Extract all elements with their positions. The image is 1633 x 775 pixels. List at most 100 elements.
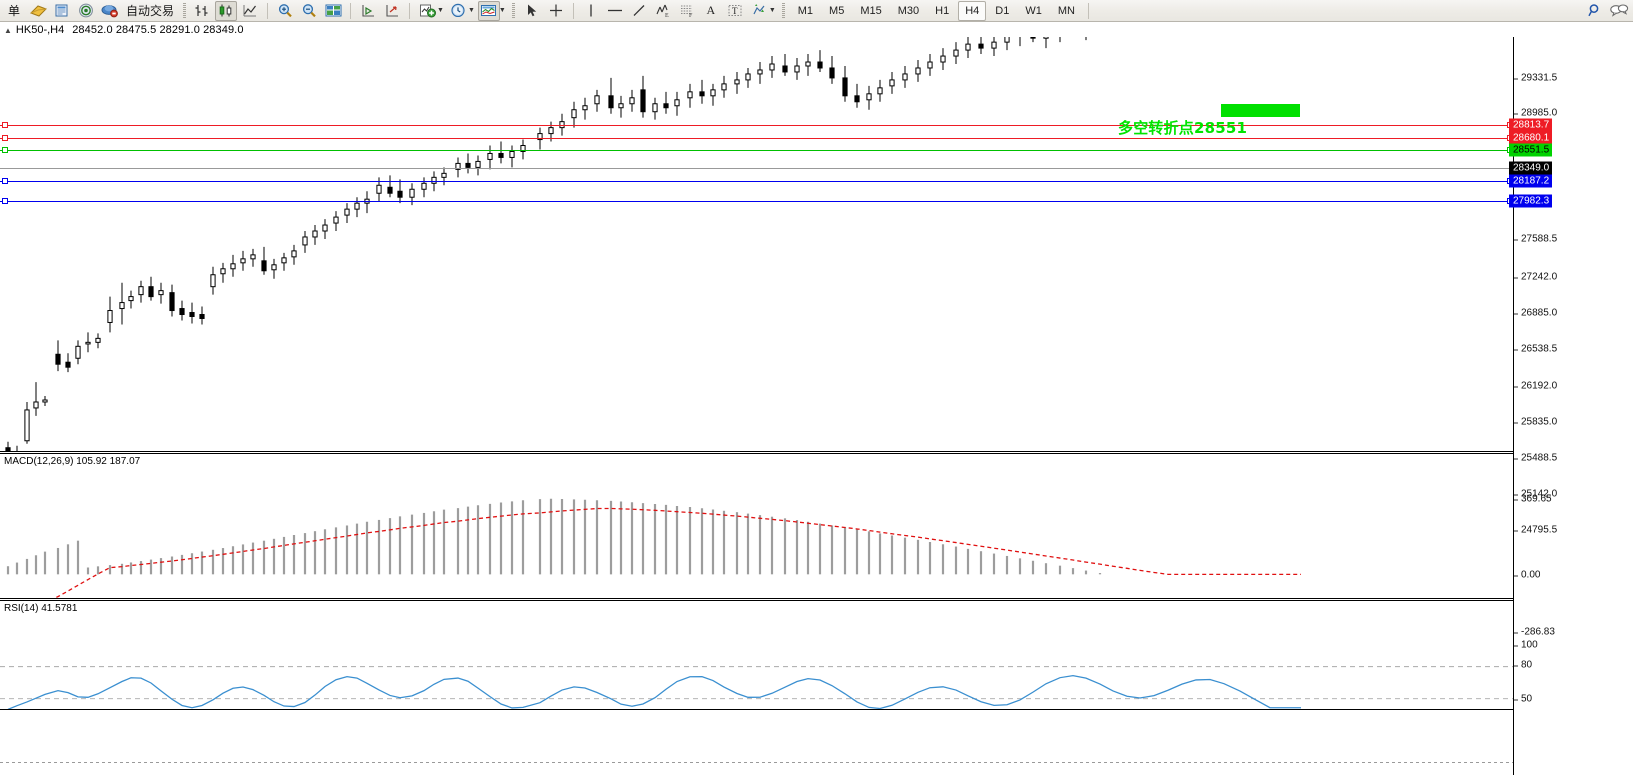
price-tick-14: 24795.5 bbox=[1514, 525, 1557, 536]
chat-icon[interactable] bbox=[1608, 1, 1630, 21]
candle bbox=[1059, 37, 1061, 43]
candle bbox=[302, 231, 308, 253]
candle bbox=[95, 333, 101, 349]
line-chart-icon[interactable] bbox=[239, 1, 261, 21]
fibonacci-icon[interactable]: F bbox=[676, 1, 698, 21]
macd-pane[interactable]: MACD(12,26,9) 105.92 187.07 bbox=[0, 453, 1513, 599]
period-dropdown-caret[interactable]: ▼ bbox=[467, 7, 475, 14]
candle bbox=[75, 340, 81, 365]
navigator-icon[interactable] bbox=[51, 1, 73, 21]
horizontal-line-icon[interactable] bbox=[604, 1, 626, 21]
rsi-pane[interactable]: RSI(14) 41.5781 bbox=[0, 600, 1513, 710]
candle bbox=[333, 211, 339, 232]
trendline-icon[interactable] bbox=[628, 1, 650, 21]
vertical-line-icon[interactable] bbox=[580, 1, 602, 21]
level-line-last-price[interactable] bbox=[0, 168, 1513, 169]
price-tick-11: 25835.0 bbox=[1514, 417, 1557, 428]
timeframe-h1[interactable]: H1 bbox=[935, 4, 950, 17]
bar-chart-icon[interactable] bbox=[191, 1, 213, 21]
crosshair-icon[interactable] bbox=[545, 1, 567, 21]
candle bbox=[312, 225, 318, 245]
level-handle-left-support-1[interactable] bbox=[2, 178, 8, 184]
collapse-triangle-icon[interactable]: ▲ bbox=[4, 25, 12, 35]
autotrading-icon[interactable] bbox=[99, 1, 121, 21]
timeframe-h4[interactable]: H4 bbox=[958, 0, 987, 21]
templates-dropdown-caret[interactable]: ▼ bbox=[498, 7, 506, 14]
cursor-arrow-icon[interactable] bbox=[521, 1, 543, 21]
text-icon[interactable]: A bbox=[706, 3, 716, 17]
candle bbox=[805, 54, 811, 76]
level-handle-left-pivot-level[interactable] bbox=[2, 147, 8, 153]
templates-icon[interactable] bbox=[477, 0, 500, 21]
candle bbox=[687, 83, 693, 108]
candlestick-canvas bbox=[5, 37, 1087, 451]
signals-icon[interactable] bbox=[75, 1, 97, 21]
level-line-resistance-2[interactable] bbox=[0, 138, 1513, 139]
symbol-ohlc-bar: ▲ HK50-,H4 28452.0 28475.5 28291.0 28349… bbox=[0, 23, 1490, 37]
timeframe-m1[interactable]: M1 bbox=[797, 4, 814, 17]
candle bbox=[397, 179, 403, 204]
toolbar-grip-3[interactable] bbox=[781, 2, 787, 20]
timeframe-m30[interactable]: M30 bbox=[897, 4, 920, 17]
timeframe-m5[interactable]: M5 bbox=[829, 4, 845, 17]
level-line-resistance-1[interactable] bbox=[0, 125, 1513, 126]
price-tick-0: 29331.5 bbox=[1514, 73, 1557, 84]
timeframe-mn[interactable]: MN bbox=[1057, 4, 1075, 17]
candle bbox=[33, 382, 39, 416]
level-handle-left-resistance-2[interactable] bbox=[2, 135, 8, 141]
price-scale[interactable]: 29331.5 28985.0 27588.5 27242.0 26885.0 26538… bbox=[1509, 37, 1633, 775]
toolbar-grip-2[interactable] bbox=[511, 2, 517, 20]
candle bbox=[509, 145, 515, 168]
add-indicator-icon[interactable] bbox=[416, 1, 438, 21]
candle bbox=[652, 97, 658, 120]
auto-scroll-icon[interactable] bbox=[357, 1, 379, 21]
candle bbox=[158, 282, 164, 304]
candle bbox=[250, 248, 256, 267]
chart-shift-icon[interactable] bbox=[381, 1, 403, 21]
shapes-dropdown-caret[interactable]: ▼ bbox=[768, 7, 776, 14]
toolbar-divider-2 bbox=[350, 2, 352, 19]
time-axis-corner bbox=[1513, 710, 1633, 775]
candle bbox=[322, 219, 328, 239]
macd-signal-line bbox=[53, 507, 1301, 598]
timeframe-w1[interactable]: W1 bbox=[1025, 4, 1042, 17]
toolbar-grip[interactable] bbox=[181, 2, 187, 20]
candle bbox=[128, 290, 134, 309]
level-handle-left-support-2[interactable] bbox=[2, 198, 8, 204]
data-window-icon[interactable] bbox=[27, 1, 49, 21]
data-window-grid-icon[interactable] bbox=[322, 1, 344, 21]
candle bbox=[230, 254, 236, 277]
shapes-icon[interactable] bbox=[748, 1, 770, 21]
candle bbox=[618, 95, 624, 118]
price-pane[interactable]: 多空转折点28551 bbox=[0, 37, 1513, 452]
toolbar-divider bbox=[267, 2, 269, 19]
level-line-pivot-level[interactable] bbox=[0, 150, 1513, 151]
time-axis-dashed-line bbox=[0, 762, 1513, 763]
indicator-dropdown-caret[interactable]: ▼ bbox=[437, 7, 444, 14]
search-icon[interactable] bbox=[1584, 1, 1606, 21]
level-line-support-1[interactable] bbox=[0, 181, 1513, 182]
candle bbox=[107, 296, 113, 333]
zoom-out-icon[interactable] bbox=[298, 1, 320, 21]
elliott-wave-icon[interactable]: E bbox=[652, 1, 674, 21]
level-line-support-2[interactable] bbox=[0, 201, 1513, 202]
candle bbox=[1043, 37, 1049, 49]
new-order-icon[interactable]: 单 bbox=[3, 1, 25, 21]
candle bbox=[138, 280, 144, 303]
candlestick-chart-icon[interactable] bbox=[215, 0, 238, 21]
toolbar-divider-5 bbox=[1087, 2, 1089, 19]
candle bbox=[559, 113, 565, 136]
candle bbox=[927, 54, 933, 76]
timeframe-d1[interactable]: D1 bbox=[995, 4, 1010, 17]
chart-area[interactable]: 多空转折点28551 MACD(12,26,9) 105.92 187.07 R… bbox=[0, 37, 1633, 775]
level-handle-left-resistance-1[interactable] bbox=[2, 122, 8, 128]
period-clock-icon[interactable] bbox=[447, 1, 469, 21]
candle bbox=[1019, 37, 1021, 47]
zoom-in-icon[interactable] bbox=[274, 1, 296, 21]
candle bbox=[734, 71, 740, 94]
autotrading-label[interactable]: 自动交易 bbox=[126, 3, 175, 18]
text-label-icon[interactable]: T bbox=[724, 1, 746, 21]
rsi-label: RSI(14) 41.5781 bbox=[4, 603, 78, 614]
timeframe-m15[interactable]: M15 bbox=[860, 4, 882, 17]
candle bbox=[582, 97, 588, 120]
